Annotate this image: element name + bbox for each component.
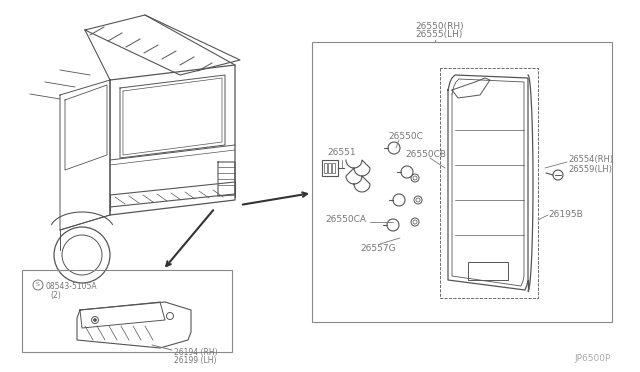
- Text: 26199 (LH): 26199 (LH): [174, 356, 216, 365]
- Bar: [468, 262, 508, 280]
- Circle shape: [93, 318, 97, 321]
- Text: S: S: [36, 282, 40, 288]
- Text: 08543-5105A: 08543-5105A: [45, 282, 97, 291]
- Text: 26557G: 26557G: [360, 244, 396, 253]
- Bar: [324, 163, 327, 173]
- Text: 26550(RH): 26550(RH): [415, 22, 463, 31]
- Text: 26554(RH): 26554(RH): [568, 155, 613, 164]
- Text: 26194 (RH): 26194 (RH): [174, 348, 218, 357]
- Bar: [332, 163, 335, 173]
- Text: 26551: 26551: [327, 148, 356, 157]
- Text: 26550CB: 26550CB: [405, 150, 446, 159]
- Text: 26550CA: 26550CA: [325, 215, 366, 224]
- Text: (2): (2): [50, 291, 61, 300]
- Bar: [22, 270, 232, 352]
- Text: JP6500P: JP6500P: [574, 354, 611, 363]
- Text: 26550C: 26550C: [388, 132, 423, 141]
- Text: 26559(LH): 26559(LH): [568, 165, 612, 174]
- Text: 26195B: 26195B: [548, 210, 583, 219]
- Text: 26555(LH): 26555(LH): [415, 30, 462, 39]
- Bar: [328, 163, 331, 173]
- Bar: [312, 42, 612, 322]
- Bar: [322, 160, 338, 176]
